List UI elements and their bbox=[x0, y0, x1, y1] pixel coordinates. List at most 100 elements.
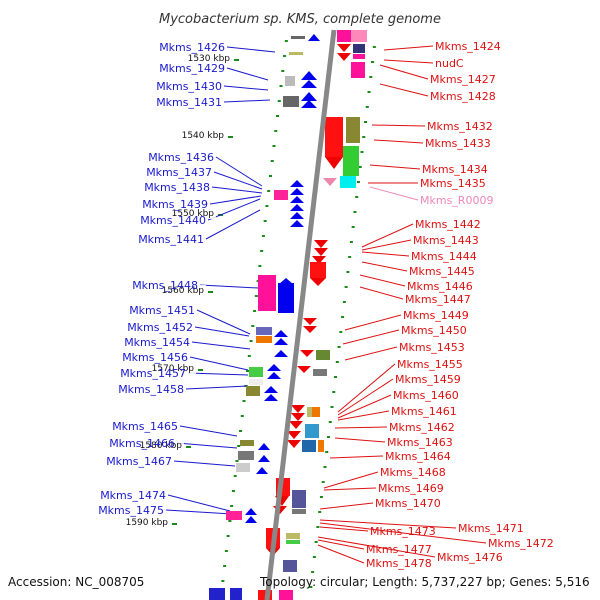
reverse-strand-arrow bbox=[314, 240, 328, 248]
right-leader-line bbox=[371, 124, 426, 127]
right-leader-line bbox=[323, 471, 379, 489]
track-tick bbox=[316, 526, 320, 528]
right-gene-label: Mkms_1445 bbox=[409, 265, 475, 278]
gene-block bbox=[278, 283, 294, 313]
track-tick bbox=[339, 331, 343, 333]
left-gene-label: Mkms_1475 bbox=[98, 504, 164, 517]
gene-block bbox=[316, 350, 330, 360]
forward-strand-arrow bbox=[290, 220, 304, 227]
scale-tick bbox=[208, 291, 213, 293]
scale-label-bg bbox=[128, 517, 170, 528]
gene-block bbox=[337, 30, 351, 42]
track-tick bbox=[246, 370, 250, 372]
gene-block bbox=[230, 588, 242, 600]
left-leader-line bbox=[194, 326, 250, 337]
track-tick bbox=[351, 226, 355, 228]
gene-block bbox=[226, 511, 242, 520]
right-leader-line bbox=[383, 45, 434, 51]
track-tick bbox=[335, 361, 339, 363]
right-gene-label: Mkms_1434 bbox=[422, 163, 488, 176]
right-gene-label: Mkms_1435 bbox=[420, 177, 486, 190]
right-leader-line bbox=[337, 394, 392, 419]
scale-label-bg bbox=[174, 208, 216, 219]
right-gene-label: nudC bbox=[435, 57, 464, 70]
reverse-strand-arrow bbox=[323, 178, 337, 186]
forward-strand-arrow bbox=[278, 278, 294, 285]
right-gene-label: Mkms_1463 bbox=[387, 436, 453, 449]
gene-block bbox=[289, 52, 303, 55]
forward-strand-arrow bbox=[290, 180, 304, 187]
track-tick bbox=[353, 211, 357, 213]
left-gene-label: Mkms_1451 bbox=[129, 304, 195, 317]
track-tick bbox=[253, 310, 257, 312]
gene-block bbox=[256, 336, 272, 343]
left-gene-label: Mkms_1456 bbox=[122, 351, 188, 364]
right-gene-label: Mkms_R0009 bbox=[420, 194, 493, 207]
track-tick bbox=[261, 235, 265, 237]
scale-label-bg bbox=[164, 285, 206, 296]
right-gene-label: Mkms_1476 bbox=[437, 551, 503, 564]
right-gene-label: Mkms_1428 bbox=[430, 90, 496, 103]
left-gene-label: Mkms_1426 bbox=[159, 41, 225, 54]
gene-block bbox=[285, 76, 295, 86]
forward-strand-arrow bbox=[301, 71, 317, 80]
gene-block bbox=[346, 117, 360, 143]
right-gene-label: Mkms_1477 bbox=[366, 543, 432, 556]
gene-block bbox=[318, 440, 324, 452]
gene-block bbox=[209, 588, 225, 600]
forward-strand-arrow bbox=[290, 188, 304, 195]
track-tick bbox=[231, 490, 235, 492]
track-tick bbox=[235, 460, 239, 462]
right-leader-line bbox=[344, 346, 398, 361]
track-tick bbox=[254, 295, 258, 297]
right-gene-label: Mkms_1424 bbox=[435, 40, 501, 53]
left-leader-line bbox=[211, 186, 263, 194]
left-gene-label: Mkms_1436 bbox=[148, 151, 214, 164]
right-gene-label: Mkms_1443 bbox=[413, 234, 479, 247]
right-leader-line bbox=[317, 539, 365, 550]
track-tick bbox=[260, 250, 264, 252]
genome-backbone bbox=[264, 29, 337, 600]
right-gene-label: Mkms_1449 bbox=[403, 309, 469, 322]
right-gene-label: Mkms_1459 bbox=[395, 373, 461, 386]
gene-block bbox=[353, 44, 365, 53]
left-gene-label: Mkms_1441 bbox=[138, 233, 204, 246]
track-tick bbox=[258, 265, 262, 267]
gene-block bbox=[351, 30, 367, 42]
gene-block bbox=[258, 590, 272, 600]
gene-block bbox=[353, 54, 365, 59]
gene-block bbox=[238, 451, 254, 460]
right-gene-label: Mkms_1469 bbox=[378, 482, 444, 495]
forward-strand-arrow bbox=[301, 100, 317, 108]
right-gene-label: Mkms_1432 bbox=[427, 120, 493, 133]
scale-tick bbox=[198, 369, 203, 371]
right-gene-label: Mkms_1470 bbox=[375, 497, 441, 510]
track-tick bbox=[323, 466, 327, 468]
right-gene-label: Mkms_1472 bbox=[488, 537, 554, 550]
scale-label: 1560 kbp bbox=[162, 286, 205, 296]
track-tick bbox=[270, 160, 274, 162]
forward-strand-arrow bbox=[258, 443, 270, 450]
right-gene-label: Mkms_1461 bbox=[391, 405, 457, 418]
forward-strand-arrow bbox=[301, 92, 317, 101]
track-tick bbox=[348, 256, 352, 258]
right-gene-label: Mkms_1471 bbox=[458, 522, 524, 535]
track-tick bbox=[242, 400, 246, 402]
track-tick bbox=[337, 346, 341, 348]
right-leader-line bbox=[334, 426, 388, 429]
left-leader-line bbox=[165, 509, 233, 515]
gene-block bbox=[291, 36, 305, 39]
gene-block bbox=[292, 509, 306, 514]
track-tick bbox=[221, 580, 225, 582]
track-tick bbox=[237, 445, 241, 447]
track-tick bbox=[321, 481, 325, 483]
left-gene-label: Mkms_1448 bbox=[132, 279, 198, 292]
track-tick bbox=[364, 121, 368, 123]
forward-strand-arrow bbox=[267, 372, 281, 379]
gene-block bbox=[249, 367, 263, 377]
right-gene-label: Mkms_1468 bbox=[380, 466, 446, 479]
left-leader-line bbox=[226, 46, 276, 53]
track-tick bbox=[367, 91, 371, 93]
scale-label: 1570 kbp bbox=[152, 364, 195, 374]
